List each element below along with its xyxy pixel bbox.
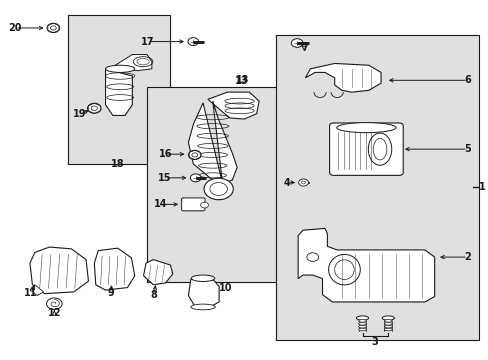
Ellipse shape (356, 316, 368, 320)
Circle shape (190, 174, 201, 182)
Text: 13: 13 (235, 76, 248, 86)
Ellipse shape (358, 323, 366, 325)
Text: 1: 1 (478, 182, 485, 192)
Polygon shape (30, 247, 88, 294)
Circle shape (200, 202, 208, 208)
Text: 3: 3 (371, 337, 378, 347)
Bar (147, 87, 287, 282)
Bar (276, 35, 478, 339)
Circle shape (187, 38, 198, 45)
Ellipse shape (382, 316, 394, 320)
Circle shape (47, 23, 60, 33)
Polygon shape (143, 260, 172, 285)
Circle shape (191, 153, 197, 157)
Circle shape (298, 179, 308, 186)
Ellipse shape (358, 320, 366, 322)
Text: 4: 4 (284, 177, 290, 188)
Ellipse shape (384, 323, 391, 325)
Text: 7: 7 (301, 43, 308, 53)
Ellipse shape (358, 328, 366, 331)
Text: 12: 12 (47, 309, 61, 318)
Text: 5: 5 (464, 144, 470, 154)
Text: 20: 20 (9, 23, 22, 33)
Circle shape (87, 103, 101, 113)
Text: 11: 11 (24, 288, 38, 298)
Polygon shape (94, 248, 135, 290)
Ellipse shape (384, 328, 391, 331)
Circle shape (203, 178, 233, 200)
Text: 15: 15 (158, 173, 171, 183)
Ellipse shape (384, 325, 391, 328)
Polygon shape (188, 279, 219, 308)
Polygon shape (207, 92, 259, 119)
Circle shape (291, 39, 303, 47)
Text: 10: 10 (219, 283, 232, 293)
Ellipse shape (358, 325, 366, 328)
Bar (68, 15, 170, 164)
Text: 9: 9 (107, 288, 114, 298)
Circle shape (91, 106, 97, 111)
Circle shape (50, 26, 56, 30)
Text: 19: 19 (73, 109, 87, 120)
Polygon shape (115, 54, 152, 71)
Text: 2: 2 (464, 252, 470, 262)
Ellipse shape (336, 123, 395, 133)
Text: 6: 6 (464, 75, 470, 85)
Circle shape (47, 24, 59, 32)
Text: 14: 14 (154, 199, 167, 210)
Polygon shape (30, 285, 43, 296)
Ellipse shape (384, 320, 391, 322)
Polygon shape (298, 228, 434, 302)
Polygon shape (188, 101, 237, 184)
FancyBboxPatch shape (329, 123, 403, 175)
Polygon shape (105, 69, 132, 116)
FancyBboxPatch shape (181, 198, 204, 211)
Text: 16: 16 (159, 149, 172, 159)
Circle shape (301, 181, 305, 184)
Text: 17: 17 (141, 37, 154, 46)
Text: 13: 13 (236, 75, 249, 85)
Circle shape (188, 150, 201, 159)
Text: 18: 18 (111, 159, 124, 169)
Circle shape (46, 298, 62, 310)
Text: 8: 8 (150, 290, 158, 300)
Polygon shape (305, 63, 380, 92)
Ellipse shape (190, 304, 215, 310)
Ellipse shape (105, 65, 135, 72)
Ellipse shape (191, 275, 214, 282)
